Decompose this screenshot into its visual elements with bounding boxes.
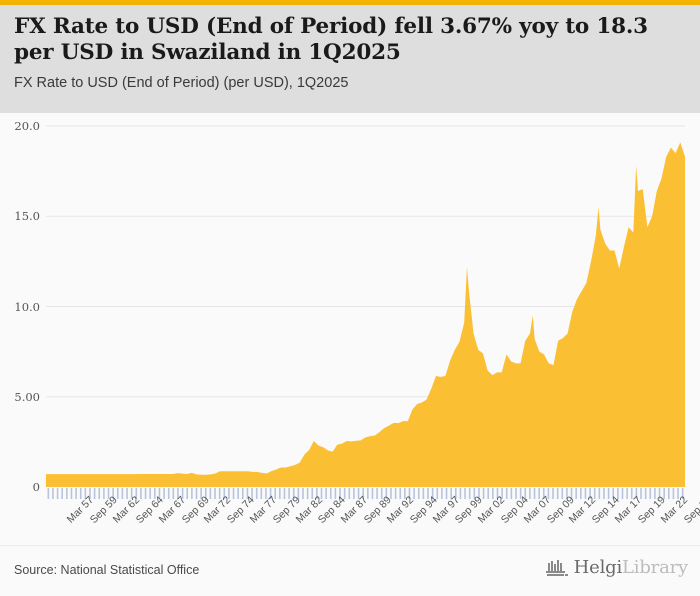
- chart-header: FX Rate to USD (End of Period) fell 3.67…: [0, 5, 700, 113]
- x-tick-marks-group: [47, 488, 684, 499]
- footer-divider: [0, 545, 700, 546]
- series-area-group: [46, 142, 685, 488]
- chart-subtitle: FX Rate to USD (End of Period) (per USD)…: [14, 75, 349, 91]
- y-axis-tick-label: 20.0: [14, 119, 40, 133]
- y-axis-tick-label: 0: [32, 480, 40, 494]
- logo-secondary-text: Library: [622, 557, 688, 578]
- area-chart-svg: [46, 125, 685, 499]
- top-accent-bar: [0, 0, 700, 5]
- y-axis-tick-label: 15.0: [14, 209, 40, 224]
- logo-wordmark: HelgiLibrary: [573, 557, 689, 578]
- library-building-icon: [545, 560, 568, 576]
- page-title: FX Rate to USD (End of Period) fell 3.67…: [14, 14, 648, 65]
- logo-primary-text: Helgi: [573, 557, 623, 578]
- y-axis-tick-label: 5.00: [14, 389, 40, 404]
- source-note: Source: National Statistical Office: [14, 563, 200, 577]
- y-axis-tick-label: 10.0: [14, 299, 40, 314]
- series-area-fx-rate: [46, 142, 685, 488]
- chart-footer: Source: National Statistical Office Helg…: [0, 545, 700, 596]
- chart-plot-area: 0 5.00 10.0 15.0 20.0: [0, 113, 700, 545]
- y-axis-labels: 0 5.00 10.0 15.0 20.0: [0, 113, 40, 545]
- helgi-library-logo[interactable]: HelgiLibrary: [545, 558, 688, 578]
